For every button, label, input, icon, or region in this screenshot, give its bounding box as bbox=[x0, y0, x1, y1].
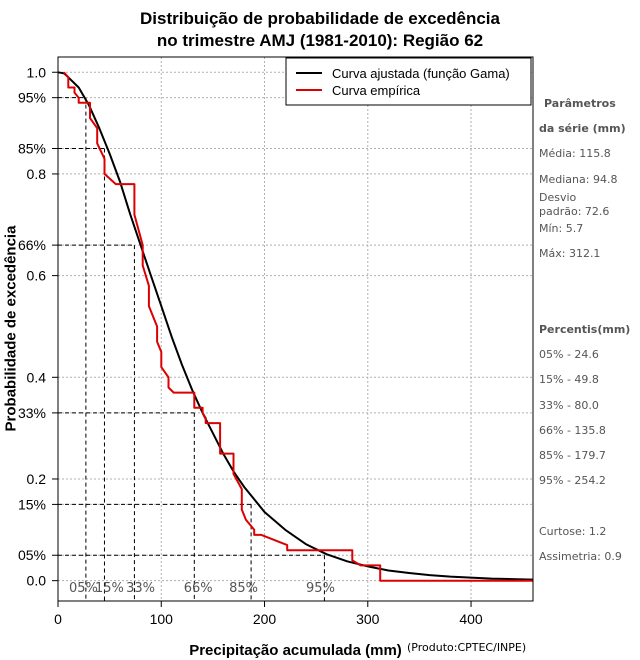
y-tick-label: 0.0 bbox=[27, 573, 47, 589]
empirical-curve bbox=[63, 71, 533, 582]
y-tick-label: 05% bbox=[18, 547, 46, 563]
chart-title-line-1: Distribuição de probabilidade de excedên… bbox=[140, 9, 500, 28]
percentil-33: 33% - 80.0 bbox=[539, 399, 599, 412]
percentis-title: Percentis(mm) bbox=[539, 323, 631, 336]
stat-curtose: Curtose: 1.2 bbox=[539, 525, 607, 538]
y-tick-label: 0.2 bbox=[27, 471, 47, 487]
x-tick-label: 0 bbox=[54, 611, 62, 627]
credit-text: (Produto:CPTEC/INPE) bbox=[407, 641, 527, 654]
y-tick-label: 95% bbox=[18, 90, 46, 106]
stat-mediana: Mediana: 94.8 bbox=[539, 173, 618, 186]
x-tick-label: 400 bbox=[459, 611, 483, 627]
plot-frame bbox=[57, 56, 534, 602]
percentile-label-05: 05% bbox=[69, 581, 98, 596]
x-axis-label: Precipitação acumulada (mm) bbox=[189, 642, 402, 659]
params-title-2: da série (mm) bbox=[539, 122, 626, 135]
x-tick-label: 300 bbox=[356, 611, 380, 627]
stat-assimetria: Assimetria: 0.9 bbox=[539, 550, 622, 563]
legend-entry: Curva empírica bbox=[332, 83, 421, 98]
y-axis-label: Probabilidade de excedência bbox=[2, 225, 20, 432]
y-tick-label: 0.8 bbox=[27, 166, 47, 182]
percentil-66: 66% - 135.8 bbox=[539, 424, 606, 437]
percentile-label-15: 15% bbox=[95, 581, 124, 596]
stat-desvio-line-1: Desvio bbox=[539, 191, 577, 204]
y-tick-label: 15% bbox=[18, 496, 46, 512]
legend-entry: Curva ajustada (função Gama) bbox=[332, 66, 510, 81]
percentil-15: 15% - 49.8 bbox=[539, 373, 599, 386]
percentil-95: 95% - 254.2 bbox=[539, 474, 606, 487]
x-tick-label: 100 bbox=[150, 611, 174, 627]
percentil-85: 85% - 179.7 bbox=[539, 449, 606, 462]
x-tick-label: 200 bbox=[253, 611, 277, 627]
percentile-label-95: 95% bbox=[306, 581, 335, 596]
stat-min: Mín: 5.7 bbox=[539, 222, 584, 235]
stat-max: Máx: 312.1 bbox=[539, 247, 601, 260]
percentile-label-85: 85% bbox=[229, 581, 258, 596]
y-tick-label: 1.0 bbox=[27, 64, 47, 80]
stat-desvio-line-2: padrão: 72.6 bbox=[539, 205, 610, 218]
y-tick-label: 33% bbox=[18, 405, 46, 421]
chart-title-line-2: no trimestre AMJ (1981-2010): Região 62 bbox=[156, 31, 484, 50]
percentile-label-66: 66% bbox=[184, 581, 213, 596]
y-tick-label: 0.4 bbox=[27, 369, 47, 385]
percentil-05: 05% - 24.6 bbox=[539, 348, 599, 361]
y-tick-label: 85% bbox=[18, 141, 46, 157]
y-tick-label: 0.6 bbox=[27, 268, 47, 284]
percentile-label-33: 33% bbox=[126, 581, 155, 596]
params-title-1: Parâmetros bbox=[544, 97, 616, 110]
stat-media: Média: 115.8 bbox=[539, 147, 611, 160]
y-tick-label: 66% bbox=[18, 237, 46, 253]
legend-box bbox=[285, 57, 532, 106]
